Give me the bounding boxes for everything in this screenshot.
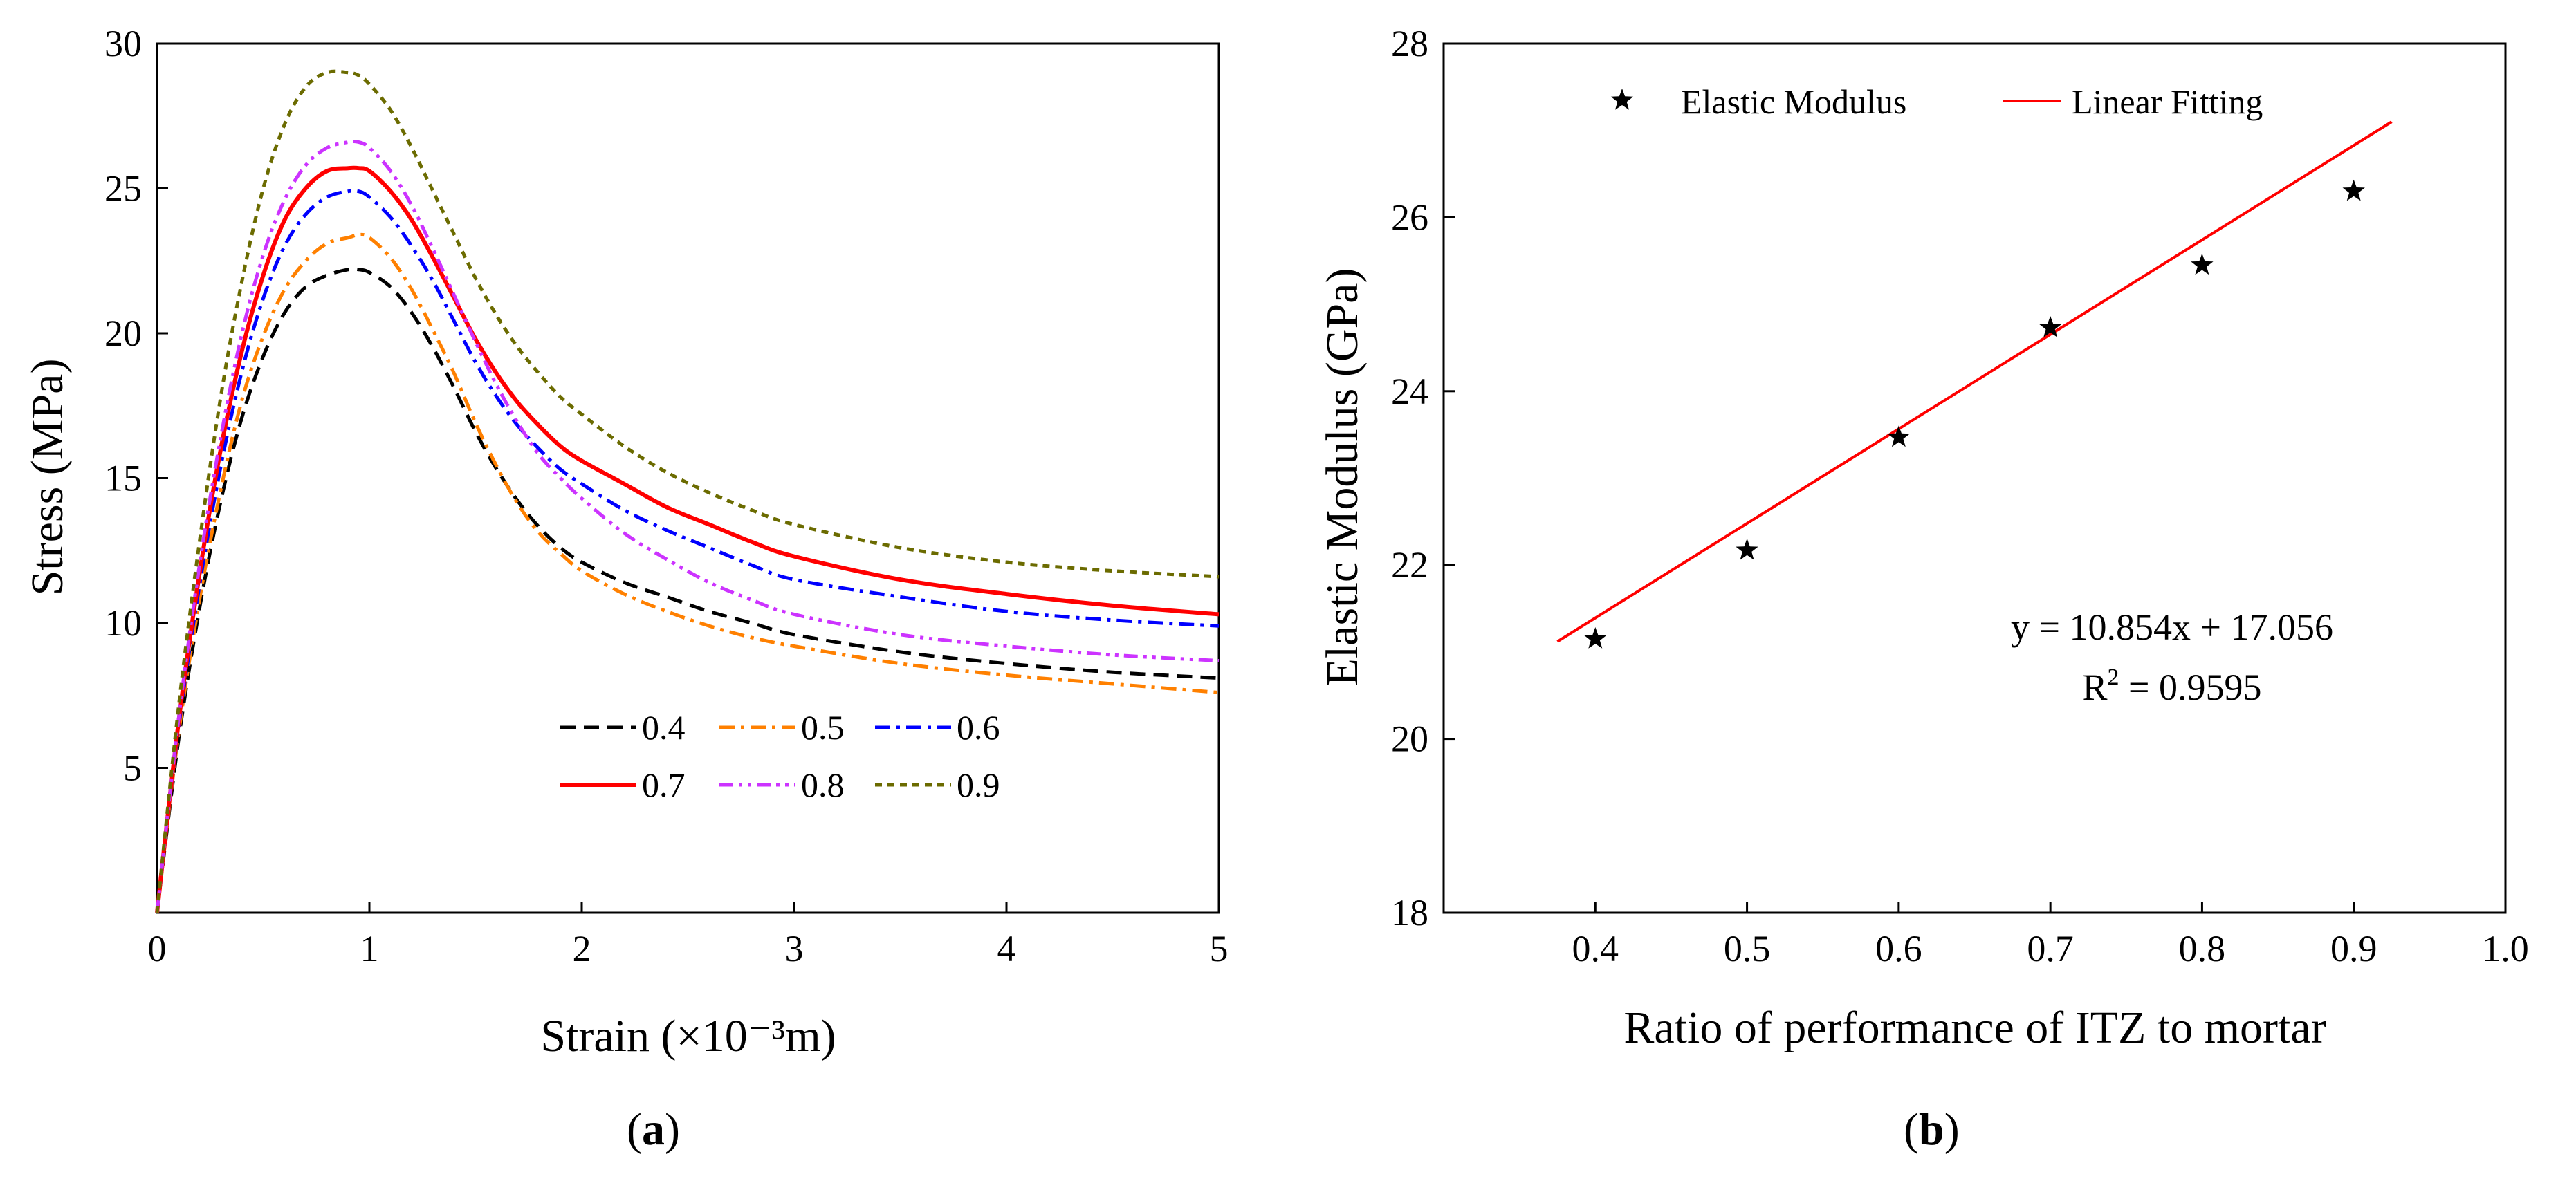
x-axis-label-a: Strain (×10⁻³m) (540, 1011, 836, 1061)
data-point-star (1736, 538, 1758, 560)
legend-item-0-5: 0.5 (719, 708, 845, 747)
y-tick-label: 20 (1391, 718, 1428, 760)
series-line-0-7 (155, 165, 1220, 913)
panel-label-b: (b) (1904, 1104, 1960, 1155)
y-axis-ticks-a: 5 10 15 20 25 30 (104, 23, 168, 789)
x-tick-label: 1 (360, 928, 379, 969)
plot-frame-b (1442, 42, 2507, 914)
data-point-star (1887, 425, 1910, 447)
y-tick-label: 5 (123, 747, 142, 789)
x-tick-label: 0.5 (1724, 928, 1771, 969)
legend-item-0-6: 0.6 (875, 708, 1000, 747)
y-tick-label: 10 (104, 602, 142, 644)
series-line-0-5 (155, 232, 1220, 913)
x-tick-label: 5 (1210, 928, 1229, 969)
legend-item-0-4: 0.4 (560, 708, 686, 747)
chart-panel-a: 5 10 15 20 25 30 0 1 2 3 4 5 0.4 0.5 0.6 0.7 0.8 0.9 St… (22, 23, 1229, 1155)
x-tick-label: 4 (997, 928, 1016, 969)
y-tick-label: 22 (1391, 544, 1428, 586)
legend-label: 0.8 (801, 765, 845, 804)
legend-a: 0.4 0.5 0.6 0.7 0.8 0.9 (560, 708, 1000, 804)
fit-r-squared: R2 = 0.9595 (2083, 664, 2262, 708)
legend-b: Elastic Modulus Linear Fitting (1610, 82, 2263, 121)
legend-label: 0.6 (957, 708, 1000, 747)
series-line-0-9 (155, 69, 1220, 913)
r2-exponent: 2 (2108, 664, 2119, 690)
r2-prefix: R (2083, 667, 2108, 708)
legend-label: 0.9 (957, 765, 1000, 804)
y-tick-label: 24 (1391, 371, 1428, 412)
x-tick-label: 0.7 (2027, 928, 2074, 969)
scatter-points-b (1584, 179, 2365, 649)
legend-item-elastic-modulus: Elastic Modulus (1610, 82, 1906, 121)
panel-letter-a: a (642, 1104, 665, 1155)
x-tick-label: 2 (573, 928, 591, 969)
legend-label: Linear Fitting (2072, 82, 2263, 121)
x-tick-label: 1.0 (2482, 928, 2529, 969)
x-axis-label-b: Ratio of performance of ITZ to mortar (1623, 1003, 2326, 1053)
plot-frame-a (156, 42, 1220, 914)
y-axis-ticks-b: 18 20 22 24 26 28 (1391, 23, 1455, 933)
y-axis-label-a: Stress (MPa) (22, 359, 73, 596)
legend-item-0-7: 0.7 (560, 765, 686, 804)
y-tick-label: 26 (1391, 196, 1428, 238)
legend-label: Elastic Modulus (1681, 82, 1906, 121)
x-axis-ticks-b: 0.4 0.5 0.6 0.7 0.8 0.9 1.0 (1572, 902, 2529, 969)
series-line-0-8 (155, 139, 1220, 913)
panel-letter-b: b (1919, 1104, 1944, 1155)
y-tick-label: 28 (1391, 23, 1428, 64)
data-point-star (2039, 316, 2062, 337)
x-tick-label: 0 (148, 928, 167, 969)
series-lines-a (155, 69, 1220, 913)
x-tick-label: 0.9 (2330, 928, 2377, 969)
legend-swatch-star (1610, 89, 1634, 110)
chart-panel-b: 18 20 22 24 26 28 0.4 0.5 0.6 0.7 0.8 0.9 1.0 Elast… (1317, 23, 2529, 1155)
panel-label-a: (a) (627, 1104, 680, 1155)
y-tick-label: 18 (1391, 892, 1428, 933)
y-tick-label: 25 (104, 168, 142, 210)
x-tick-label: 0.8 (2179, 928, 2226, 969)
legend-item-0-8: 0.8 (719, 765, 845, 804)
linear-fit-line (1556, 120, 2393, 643)
y-tick-label: 15 (104, 458, 142, 499)
y-axis-label-b: Elastic Modulus (GPa) (1317, 268, 1368, 687)
x-tick-label: 0.4 (1572, 928, 1619, 969)
fit-line-b (1556, 120, 2393, 643)
r2-value: = 0.9595 (2119, 667, 2262, 708)
x-tick-label: 0.6 (1875, 928, 1922, 969)
legend-label: 0.5 (801, 708, 845, 747)
legend-label: 0.7 (642, 765, 686, 804)
legend-label: 0.4 (642, 708, 686, 747)
data-point-star (1584, 627, 1607, 649)
series-line-0-6 (155, 189, 1220, 913)
x-axis-ticks-a: 0 1 2 3 4 5 (148, 902, 1229, 969)
fit-equation: y = 10.854x + 17.056 (2011, 606, 2333, 648)
legend-item-0-9: 0.9 (875, 765, 1000, 804)
series-line-0-4 (155, 267, 1220, 913)
y-tick-label: 20 (104, 313, 142, 354)
y-tick-label: 30 (104, 23, 142, 64)
data-point-star (2191, 253, 2214, 275)
x-tick-label: 3 (785, 928, 804, 969)
data-point-star (2342, 179, 2365, 201)
legend-item-linear-fitting: Linear Fitting (2003, 82, 2263, 121)
